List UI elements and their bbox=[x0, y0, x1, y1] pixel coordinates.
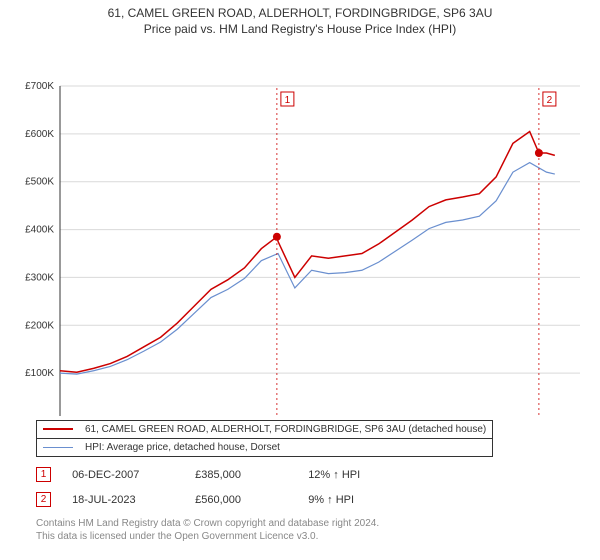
legend-row: HPI: Average price, detached house, Dors… bbox=[37, 439, 493, 457]
svg-text:£200K: £200K bbox=[25, 320, 54, 331]
legend-label: HPI: Average price, detached house, Dors… bbox=[79, 439, 493, 457]
credits: Contains HM Land Registry data © Crown c… bbox=[36, 517, 600, 543]
svg-text:£300K: £300K bbox=[25, 272, 54, 283]
page-subtitle: Price paid vs. HM Land Registry's House … bbox=[0, 20, 600, 36]
legend-row: 61, CAMEL GREEN ROAD, ALDERHOLT, FORDING… bbox=[37, 421, 493, 439]
svg-text:£600K: £600K bbox=[25, 129, 54, 140]
page-title: 61, CAMEL GREEN ROAD, ALDERHOLT, FORDING… bbox=[0, 0, 600, 20]
legend-label: 61, CAMEL GREEN ROAD, ALDERHOLT, FORDING… bbox=[79, 421, 493, 439]
sale-record-1: 1 06-DEC-2007 £385,000 12% ↑ HPI bbox=[36, 467, 600, 482]
sale-date: 06-DEC-2007 bbox=[72, 469, 192, 481]
svg-text:1: 1 bbox=[285, 95, 291, 106]
sale-price: £560,000 bbox=[195, 494, 305, 506]
sale-hpi-delta: 12% ↑ HPI bbox=[308, 469, 360, 481]
sale-record-2: 2 18-JUL-2023 £560,000 9% ↑ HPI bbox=[36, 492, 600, 507]
svg-text:2: 2 bbox=[547, 95, 553, 106]
svg-text:£500K: £500K bbox=[25, 177, 54, 188]
price-chart: £0£100K£200K£300K£400K£500K£600K£700K199… bbox=[0, 36, 600, 416]
legend: 61, CAMEL GREEN ROAD, ALDERHOLT, FORDING… bbox=[36, 420, 493, 457]
sale-price: £385,000 bbox=[195, 469, 305, 481]
svg-text:£700K: £700K bbox=[25, 81, 54, 92]
marker-badge-2: 2 bbox=[36, 492, 51, 507]
svg-text:£100K: £100K bbox=[25, 368, 54, 379]
sale-date: 18-JUL-2023 bbox=[72, 494, 192, 506]
marker-badge-1: 1 bbox=[36, 467, 51, 482]
sale-hpi-delta: 9% ↑ HPI bbox=[308, 494, 354, 506]
svg-text:£400K: £400K bbox=[25, 225, 54, 236]
